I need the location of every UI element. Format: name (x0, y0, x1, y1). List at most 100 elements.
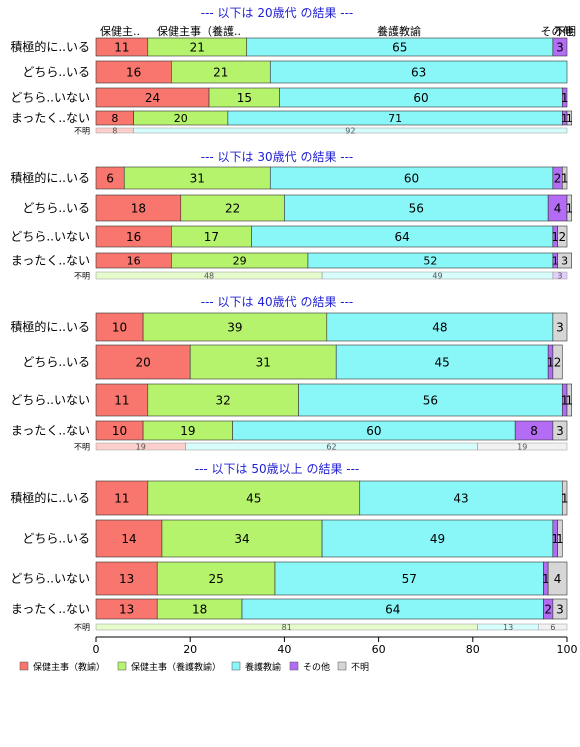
bar-segment (359, 480, 563, 516)
top-column-label: 保健主.. (100, 24, 140, 38)
unknown-data-label: 48 (204, 272, 214, 281)
top-column-label: 保健主事（養護.. (157, 24, 241, 38)
bar-segment (284, 194, 549, 222)
data-label: 11 (114, 492, 129, 506)
data-label: 17 (204, 230, 219, 244)
unknown-row-label: 不明 (74, 272, 90, 281)
data-label: 16 (126, 66, 141, 80)
unknown-data-label: 19 (517, 443, 527, 452)
unknown-segment (552, 271, 568, 280)
data-label: 45 (435, 356, 450, 370)
category-label: 積極的に..いる (10, 170, 90, 185)
data-label: 65 (392, 41, 407, 55)
category-label: どちら..いない (10, 393, 90, 407)
unknown-data-label: 81 (282, 623, 292, 632)
unknown-data-label: 6 (550, 623, 555, 632)
x-tick-label: 0 (93, 643, 100, 656)
bar-segment (147, 480, 361, 516)
bar-segment (561, 166, 568, 190)
data-label: 2 (554, 356, 562, 370)
data-label: 31 (190, 172, 205, 186)
unknown-row-label: 不明 (74, 127, 90, 136)
legend-label: 保健主事（教諭） (33, 661, 105, 673)
data-label: 1 (551, 230, 559, 244)
bar-segment (147, 383, 299, 417)
bar-segment (566, 110, 573, 126)
category-label: どちら..いる (22, 201, 90, 215)
x-tick-label: 40 (277, 643, 291, 656)
data-label: 1 (547, 356, 555, 370)
bar-segment (274, 561, 544, 596)
bar-segment (156, 561, 276, 596)
bar-segment (95, 312, 144, 342)
bar-segment (95, 480, 149, 516)
category-label: まったく..ない (11, 424, 90, 438)
category-label: どちら..いる (22, 532, 90, 546)
bar-segment (321, 519, 554, 558)
legend-swatch (289, 661, 299, 671)
legend-label: 保健主事（養護教諭） (131, 661, 221, 673)
data-label: 1 (561, 112, 568, 125)
data-label: 3 (556, 41, 564, 55)
legend-label: 不明 (351, 662, 369, 673)
unknown-row-label: 不明 (74, 443, 90, 452)
category-label: どちら..いない (10, 91, 90, 105)
data-label: 31 (256, 356, 271, 370)
data-label: 39 (227, 321, 242, 335)
data-label: 18 (192, 603, 207, 617)
legend-swatch (337, 661, 347, 671)
unknown-data-label: 19 (136, 443, 146, 452)
bar-segment (557, 225, 568, 248)
unknown-data-label: 3 (557, 272, 562, 281)
bar-segment (561, 87, 568, 108)
data-label: 60 (404, 172, 419, 186)
data-label: 1 (561, 91, 569, 105)
legend-swatch (117, 661, 127, 671)
data-label: 15 (237, 91, 252, 105)
data-label: 8 (530, 424, 538, 438)
unknown-segment (477, 442, 568, 451)
data-label: 1 (561, 492, 569, 506)
bar-segment (552, 312, 568, 342)
data-label: 11 (114, 41, 129, 55)
category-label: 積極的に..いる (10, 319, 90, 334)
bar-segment (552, 344, 563, 380)
data-label: 16 (126, 230, 141, 244)
data-label: 45 (246, 492, 261, 506)
data-label: 24 (145, 91, 160, 105)
bar-segment (95, 519, 163, 558)
bar-segment (269, 60, 568, 84)
unknown-segment (133, 127, 568, 134)
category-label: まったく..ない (11, 254, 90, 268)
category-label: どちら..いる (22, 65, 90, 79)
data-label: 57 (402, 572, 417, 586)
category-label: どちら..いる (22, 355, 90, 369)
category-label: 積極的に..いる (10, 39, 90, 54)
category-label: まったく..ない (11, 111, 90, 125)
bar-segment (95, 194, 182, 222)
data-label: 48 (432, 321, 447, 335)
bar-segment (335, 344, 549, 380)
bar-segment (557, 252, 573, 269)
data-label: 8 (111, 112, 118, 125)
unknown-data-label: 49 (432, 272, 442, 281)
unknown-data-label: 92 (345, 127, 355, 136)
data-label: 19 (180, 424, 195, 438)
unknown-data-label: 62 (326, 443, 336, 452)
panel-title: --- 以下は 30歳代 の結果 --- (201, 150, 354, 164)
bar-segment (547, 561, 568, 596)
data-label: 29 (233, 255, 247, 268)
data-label: 1 (561, 394, 569, 408)
panel-title: --- 以下は 50歳以上 の結果 --- (195, 462, 360, 476)
data-label: 1 (556, 532, 564, 546)
data-label: 1 (561, 172, 569, 186)
data-label: 56 (409, 202, 424, 216)
top-column-label: 不明 (554, 25, 576, 38)
bar-segment (566, 383, 573, 417)
panel-title: --- 以下は 20歳代 の結果 --- (201, 6, 354, 20)
bar-segment (95, 383, 149, 417)
data-label: 63 (411, 66, 426, 80)
data-label: 2 (544, 603, 552, 617)
data-label: 1 (566, 394, 574, 408)
